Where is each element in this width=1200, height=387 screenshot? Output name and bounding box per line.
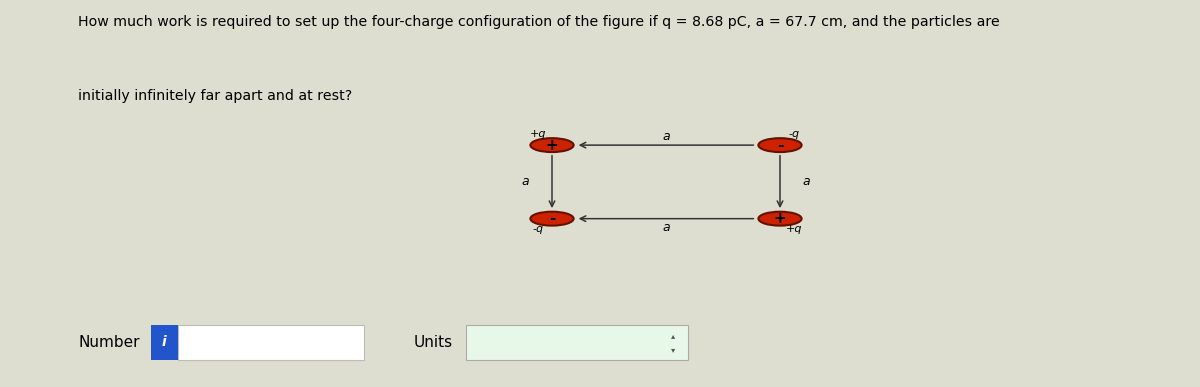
Circle shape bbox=[530, 212, 574, 226]
Text: -q: -q bbox=[532, 224, 544, 235]
Text: ▴: ▴ bbox=[671, 331, 676, 340]
Text: +: + bbox=[774, 211, 786, 226]
Text: How much work is required to set up the four-charge configuration of the figure : How much work is required to set up the … bbox=[78, 15, 1000, 29]
Text: ▾: ▾ bbox=[671, 345, 676, 354]
FancyBboxPatch shape bbox=[466, 325, 688, 360]
Text: +q: +q bbox=[529, 129, 546, 139]
Text: -: - bbox=[548, 211, 556, 226]
Circle shape bbox=[530, 138, 574, 152]
Text: Number: Number bbox=[78, 335, 139, 350]
Text: -: - bbox=[776, 138, 784, 152]
Text: a: a bbox=[522, 175, 529, 188]
Text: -q: -q bbox=[788, 129, 800, 139]
Text: i: i bbox=[162, 336, 167, 349]
FancyBboxPatch shape bbox=[178, 325, 364, 360]
FancyBboxPatch shape bbox=[151, 325, 178, 360]
Text: a: a bbox=[803, 175, 810, 188]
Text: Units: Units bbox=[414, 335, 454, 350]
Text: a: a bbox=[662, 221, 670, 234]
Text: a: a bbox=[662, 130, 670, 143]
Circle shape bbox=[758, 138, 802, 152]
Circle shape bbox=[758, 212, 802, 226]
Text: +: + bbox=[546, 138, 558, 152]
Text: initially infinitely far apart and at rest?: initially infinitely far apart and at re… bbox=[78, 89, 353, 103]
Text: +q: +q bbox=[786, 224, 803, 235]
